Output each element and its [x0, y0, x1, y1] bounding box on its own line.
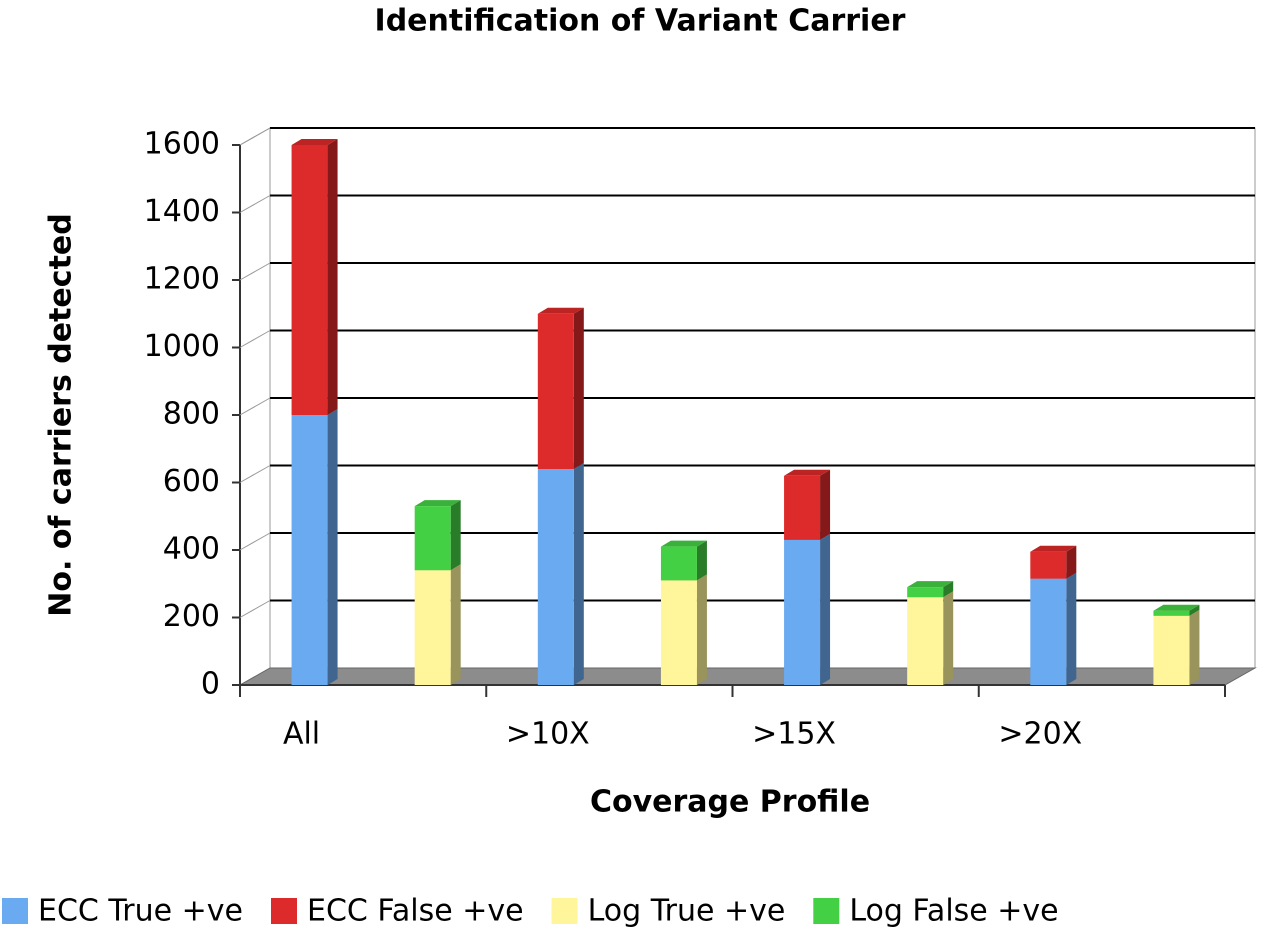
grid-line-side [239, 465, 271, 483]
grid-line-side [239, 330, 271, 348]
bar [291, 415, 328, 685]
bar-top [1030, 545, 1077, 552]
y-tick-label: 0 [201, 667, 220, 702]
y-tick-label: 1000 [144, 329, 220, 364]
x-tick-label: All [283, 717, 320, 752]
legend-label: ECC True +ve [38, 894, 243, 929]
grid-line-side [239, 397, 271, 416]
bar [907, 587, 944, 598]
bar-side [1189, 604, 1200, 616]
bar [784, 539, 821, 685]
bar-side [1066, 545, 1077, 579]
y-axis-title: No. of carriers detected [44, 213, 79, 616]
legend-swatch [271, 898, 297, 924]
bar-top [784, 469, 831, 476]
bar-side [943, 581, 954, 598]
bar [1030, 551, 1067, 579]
bar-side [573, 463, 584, 685]
y-tick-label: 800 [163, 397, 220, 432]
bar-top [907, 581, 954, 588]
bar [537, 469, 574, 685]
bar-side [1189, 609, 1200, 685]
bar [291, 145, 328, 415]
bar-side [696, 574, 707, 685]
bar [1153, 610, 1190, 616]
floor [238, 667, 1257, 686]
grid-line-side [239, 532, 271, 551]
bar [660, 546, 697, 581]
y-tick-label: 1400 [144, 194, 220, 229]
bar [414, 506, 451, 571]
y-tick-label: 1600 [144, 127, 220, 162]
legend-label: ECC False +ve [307, 894, 524, 929]
bar [784, 475, 821, 540]
legend-swatch [813, 898, 840, 924]
bar [1030, 578, 1067, 685]
legend-swatch [551, 898, 578, 924]
grid-line-side [239, 195, 271, 213]
bar-top [660, 540, 707, 547]
bar-side [573, 307, 584, 469]
y-tick-label: 400 [163, 532, 220, 567]
bar-top [537, 307, 584, 314]
bar-top [414, 500, 461, 507]
x-tick-label: >15X [752, 717, 836, 752]
bar [414, 570, 451, 685]
legend-label: Log False +ve [849, 894, 1058, 929]
grid-line-side [239, 262, 271, 281]
bar-side [943, 591, 954, 685]
bar-side [327, 139, 338, 415]
chart-title: Identification of Variant Carrier [375, 4, 906, 39]
bar [660, 580, 697, 685]
y-tick-label: 1200 [144, 262, 220, 297]
legend-swatch [2, 898, 28, 924]
bar-side [696, 540, 707, 581]
y-tick-label: 600 [163, 464, 220, 499]
bar-side [450, 500, 461, 571]
bar-side [1066, 572, 1077, 685]
legend-label: Log True +ve [588, 894, 786, 929]
x-tick-label: >10X [506, 717, 590, 752]
bar-top [291, 139, 338, 145]
y-tick-label: 200 [163, 599, 220, 634]
bar-top [1153, 604, 1200, 611]
bar-side [450, 564, 461, 685]
grid-line-side [239, 600, 271, 618]
bar [537, 313, 574, 469]
grid-line-side [239, 127, 271, 146]
bar-side [327, 409, 338, 685]
bar [1153, 615, 1190, 685]
bar-side [820, 533, 831, 685]
x-axis-title: Coverage Profile [590, 785, 870, 820]
x-tick-label: >20X [998, 717, 1082, 752]
bar [907, 597, 944, 685]
bar-side [820, 469, 831, 540]
